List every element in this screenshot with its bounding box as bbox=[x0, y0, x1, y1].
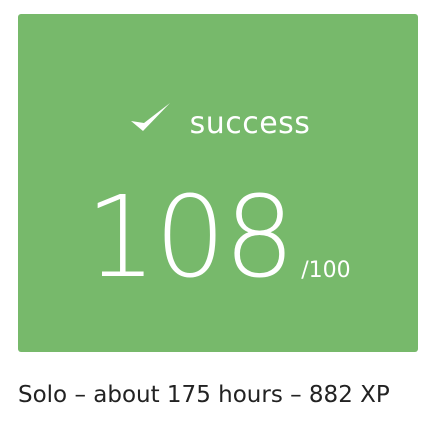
result-caption: Solo – about 175 hours – 882 XP bbox=[18, 382, 390, 408]
result-card: success 108 /100 bbox=[18, 14, 418, 352]
check-icon bbox=[130, 103, 170, 131]
score-max: /100 bbox=[301, 258, 351, 283]
status-text: success bbox=[189, 106, 311, 141]
status-row: success bbox=[18, 96, 418, 146]
score-row: 108 /100 bbox=[18, 174, 418, 294]
score-value: 108 bbox=[85, 173, 295, 303]
